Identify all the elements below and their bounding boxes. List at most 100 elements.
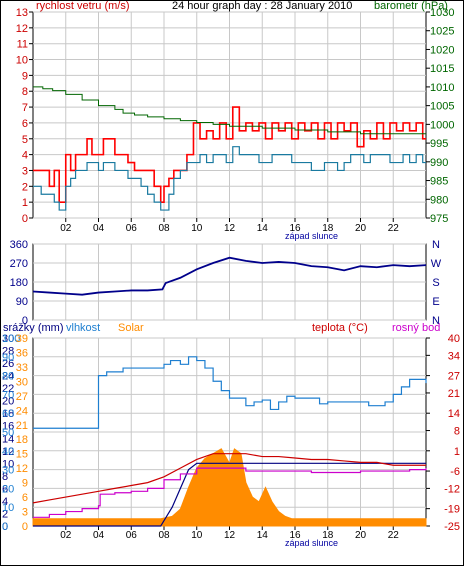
temperature-tick-label: -12 [444, 483, 460, 495]
rain-tick-label: 0 [2, 521, 8, 533]
legend-humidity: vlhkost [66, 322, 100, 334]
pressure-line [33, 86, 426, 135]
hour-tick-label: 20 [355, 530, 367, 541]
direction-tick-label: 270 [10, 258, 28, 270]
pressure-tick-label: 1005 [430, 101, 454, 113]
rain-tick-label: 12 [2, 446, 14, 458]
wind-speed-tick-label: 0 [22, 213, 28, 225]
compass-label: N [432, 239, 440, 251]
hour-tick-label: 02 [60, 530, 72, 541]
chart-title: 24 hour graph day : 28 January 2010 [172, 0, 352, 12]
wind-direction-series [32, 256, 427, 296]
wind-direction-line [32, 256, 427, 296]
pressure-tick-label: 1025 [430, 26, 454, 38]
humidity-tick-label: 100 [2, 333, 20, 345]
pressure-tick-label: 995 [430, 138, 448, 150]
rain-tick-label: 4 [2, 496, 8, 508]
hour-tick-label: 18 [322, 530, 334, 541]
rain-tick-label: 14 [2, 433, 14, 445]
solar-tick-label: 27 [16, 391, 28, 403]
wind-speed-axis-label: rychlost vetru (m/s) [36, 0, 130, 12]
wind-gust-line [33, 146, 426, 211]
temperature-tick-label: 40 [448, 333, 460, 345]
sunset-label: západ slunce [285, 231, 338, 241]
hour-tick-label: 18 [322, 223, 334, 234]
solar-tick-label: 39 [16, 333, 28, 345]
hour-tick-label: 08 [158, 223, 170, 234]
sunset-label-bottom: západ slunce [285, 538, 338, 548]
humidity-tick-label: 0 [2, 521, 8, 533]
humidity-tick-label: 20 [2, 483, 14, 495]
humidity-tick-label: 50 [2, 427, 14, 439]
pressure-tick-label: 1020 [430, 44, 454, 56]
pressure-axis-label: barometr (hPa) [374, 0, 448, 12]
temperature-tick-label: 27 [448, 371, 460, 383]
solar-tick-label: 0 [22, 521, 28, 533]
hour-tick-label: 14 [257, 223, 269, 234]
wind-speed-line [33, 106, 426, 203]
wind-speed-tick-label: 12 [16, 23, 28, 35]
pressure-tick-label: 1000 [430, 119, 454, 131]
hour-tick-label: 12 [224, 223, 236, 234]
temperature-tick-label: -19 [444, 504, 460, 516]
wind-speed-tick-label: 8 [22, 86, 28, 98]
pressure-tick-label: 980 [430, 194, 448, 206]
hour-tick-label: 10 [191, 530, 203, 541]
wind-speed-tick-label: 6 [22, 118, 28, 130]
humidity-tick-label: 90 [2, 352, 14, 364]
rain-line [33, 462, 426, 527]
rain-tick-label: 22 [2, 383, 14, 395]
solar-tick-label: 6 [22, 492, 28, 504]
solar-tick-label: 18 [16, 434, 28, 446]
solar-tick-label: 15 [16, 449, 28, 461]
humidity-axis: 0 10 20 30 40 50 60 70 80 90 100 [2, 333, 20, 533]
wind-speed-tick-label: 13 [16, 7, 28, 19]
pressure-tick-label: 975 [430, 213, 448, 225]
wind-speed-tick-label: 2 [22, 181, 28, 193]
solar-tick-label: 33 [16, 362, 28, 374]
humidity-tick-label: 70 [2, 389, 14, 401]
temperature-tick-label: -25 [444, 521, 460, 533]
rain-tick-label: 8 [2, 471, 8, 483]
hour-tick-label: 06 [126, 223, 138, 234]
hour-tick-label: 20 [355, 223, 367, 234]
hour-tick-label: 16 [289, 530, 301, 541]
hour-tick-label: 10 [191, 223, 203, 234]
rain-tick-label: 18 [2, 408, 14, 420]
humidity-tick-label: 80 [2, 371, 14, 383]
pressure-axis: 975 980 985 990 995 1000 1005 1010 1015 1020 1025 1… [426, 7, 454, 225]
rain-tick-label: 28 [2, 346, 14, 358]
wind-speed-tick-label: 4 [22, 150, 28, 162]
rain-tick-label: 20 [2, 396, 14, 408]
humidity-tick-label: 60 [2, 408, 14, 420]
rain-temp-x-axis: 02 04 06 08 10 12 14 16 18 20 22 [60, 526, 399, 541]
pressure-tick-label: 990 [430, 157, 448, 169]
legend-temperature: teplota (°C) [312, 322, 368, 334]
wind-pressure-x-axis: 02 04 06 08 10 12 14 16 18 20 22 [60, 218, 399, 234]
temperature-tick-label: 14 [448, 408, 460, 420]
dewpoint-line [33, 467, 427, 518]
direction-axis: 0 90 180 270 360 [10, 239, 28, 327]
hour-tick-label: 16 [289, 223, 301, 234]
wind-speed-tick-label: 9 [22, 70, 28, 82]
hour-tick-label: 02 [60, 223, 72, 234]
hour-tick-label: 04 [93, 223, 105, 234]
rain-tick-label: 6 [2, 483, 8, 495]
solar-tick-label: 9 [22, 478, 28, 490]
hour-tick-label: 12 [224, 530, 236, 541]
wind-speed-tick-label: 11 [17, 39, 28, 51]
direction-tick-label: 0 [22, 315, 28, 327]
wind-pressure-series [33, 86, 426, 211]
rain-tick-label: 24 [2, 371, 14, 383]
direction-tick-label: 180 [10, 277, 28, 289]
solar-tick-label: 12 [16, 463, 28, 475]
compass-label: W [431, 258, 442, 270]
pressure-tick-label: 1030 [430, 7, 454, 19]
temperature-tick-label: 1 [454, 446, 460, 458]
hour-tick-label: 08 [158, 530, 170, 541]
